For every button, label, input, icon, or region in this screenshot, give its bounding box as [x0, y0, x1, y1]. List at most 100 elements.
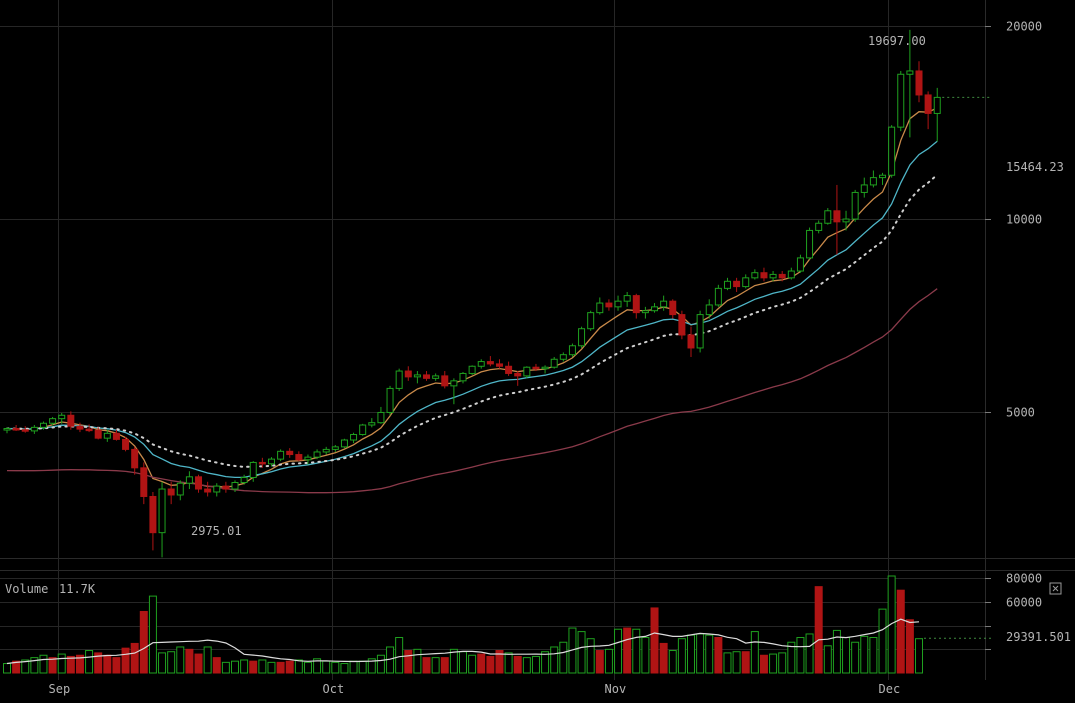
volume-bar — [331, 661, 340, 674]
candle-body — [678, 314, 686, 336]
candle — [322, 446, 330, 455]
moving-averages — [6, 107, 939, 494]
candle-body — [787, 270, 795, 279]
volume-bar — [531, 655, 540, 674]
volume-bar — [623, 627, 632, 674]
volume-tick-label: 80000 — [1006, 572, 1042, 586]
candle — [851, 189, 859, 222]
volume-bar — [176, 646, 185, 674]
candle — [833, 184, 841, 255]
candle — [806, 227, 814, 260]
candle-body — [149, 495, 157, 534]
volume-bar — [440, 657, 449, 674]
volume-bar — [687, 634, 695, 674]
volume-bar — [130, 642, 139, 674]
volume-tick-label: 60000 — [1006, 596, 1042, 610]
candle — [915, 61, 923, 103]
candle-body — [860, 184, 868, 193]
candle — [286, 448, 294, 458]
candle-body — [742, 277, 750, 288]
candle — [240, 474, 248, 485]
candle — [933, 87, 941, 142]
candle — [85, 424, 93, 433]
candle — [523, 366, 531, 379]
volume-bar — [404, 650, 413, 674]
candle — [359, 423, 367, 436]
time-tick-label: Nov — [605, 682, 627, 696]
grid-lines — [0, 0, 1075, 680]
candle — [486, 356, 494, 367]
candle — [267, 457, 275, 467]
candle-body — [486, 361, 494, 365]
candle-body — [714, 287, 722, 306]
candle — [340, 438, 348, 449]
candle-body — [377, 411, 385, 424]
volume-bar — [294, 659, 303, 674]
candle — [733, 277, 741, 292]
candle-body — [67, 414, 75, 427]
volume-bar — [285, 660, 294, 674]
volume-bar — [21, 659, 30, 674]
candle-body — [778, 273, 786, 279]
volume-bar — [769, 653, 778, 674]
volume-bar — [449, 648, 458, 674]
candle — [67, 411, 75, 430]
candle-body — [49, 418, 57, 424]
price-tick-label: 5000 — [1006, 406, 1035, 420]
candle-body — [669, 300, 677, 316]
candle — [395, 368, 403, 391]
ma-long-line — [6, 288, 938, 494]
volume-ma-line — [6, 618, 920, 665]
candle — [21, 426, 29, 433]
candle-body — [623, 295, 631, 302]
volume-bar — [823, 645, 832, 674]
candle-body — [614, 300, 622, 308]
candle — [122, 436, 130, 452]
volume-bar — [267, 661, 276, 674]
candle — [30, 425, 38, 434]
volume-bar — [367, 658, 376, 674]
volume-close-icon[interactable] — [1049, 582, 1062, 595]
volume-bar — [221, 661, 230, 674]
candle — [213, 483, 221, 497]
volume-bar — [559, 641, 568, 674]
candle — [131, 446, 139, 475]
volume-bar — [887, 575, 896, 674]
candle — [12, 425, 20, 431]
volume-bar — [869, 637, 878, 674]
candle-body — [350, 434, 358, 441]
candle-body — [413, 374, 421, 378]
candle-body — [12, 428, 20, 431]
candle-body — [514, 372, 522, 377]
candle-body — [733, 280, 741, 288]
volume-bar — [896, 589, 905, 674]
volume-bar — [431, 657, 440, 674]
candle — [313, 449, 321, 460]
volume-bar — [249, 660, 258, 674]
volume-bar — [231, 660, 239, 674]
candle-body — [578, 328, 586, 347]
volume-bar — [604, 648, 613, 674]
volume-bar — [832, 629, 841, 674]
candle-body — [432, 375, 440, 379]
candle-body — [915, 70, 923, 96]
volume-bar — [641, 637, 650, 674]
volume-bar — [495, 650, 504, 674]
candle-body — [632, 295, 640, 314]
candle-body — [286, 450, 294, 456]
candle — [751, 269, 759, 280]
candle-body — [869, 177, 877, 186]
volume-bar — [513, 655, 522, 674]
volume-bar — [48, 657, 57, 674]
candle — [94, 427, 102, 440]
volume-bar — [103, 654, 112, 674]
candle-body — [131, 448, 139, 469]
volume-bar — [185, 648, 194, 674]
candle — [167, 481, 175, 505]
time-tick-label: Oct — [323, 682, 345, 696]
candle — [277, 449, 285, 462]
candle — [678, 310, 686, 340]
candle-body — [213, 485, 221, 493]
